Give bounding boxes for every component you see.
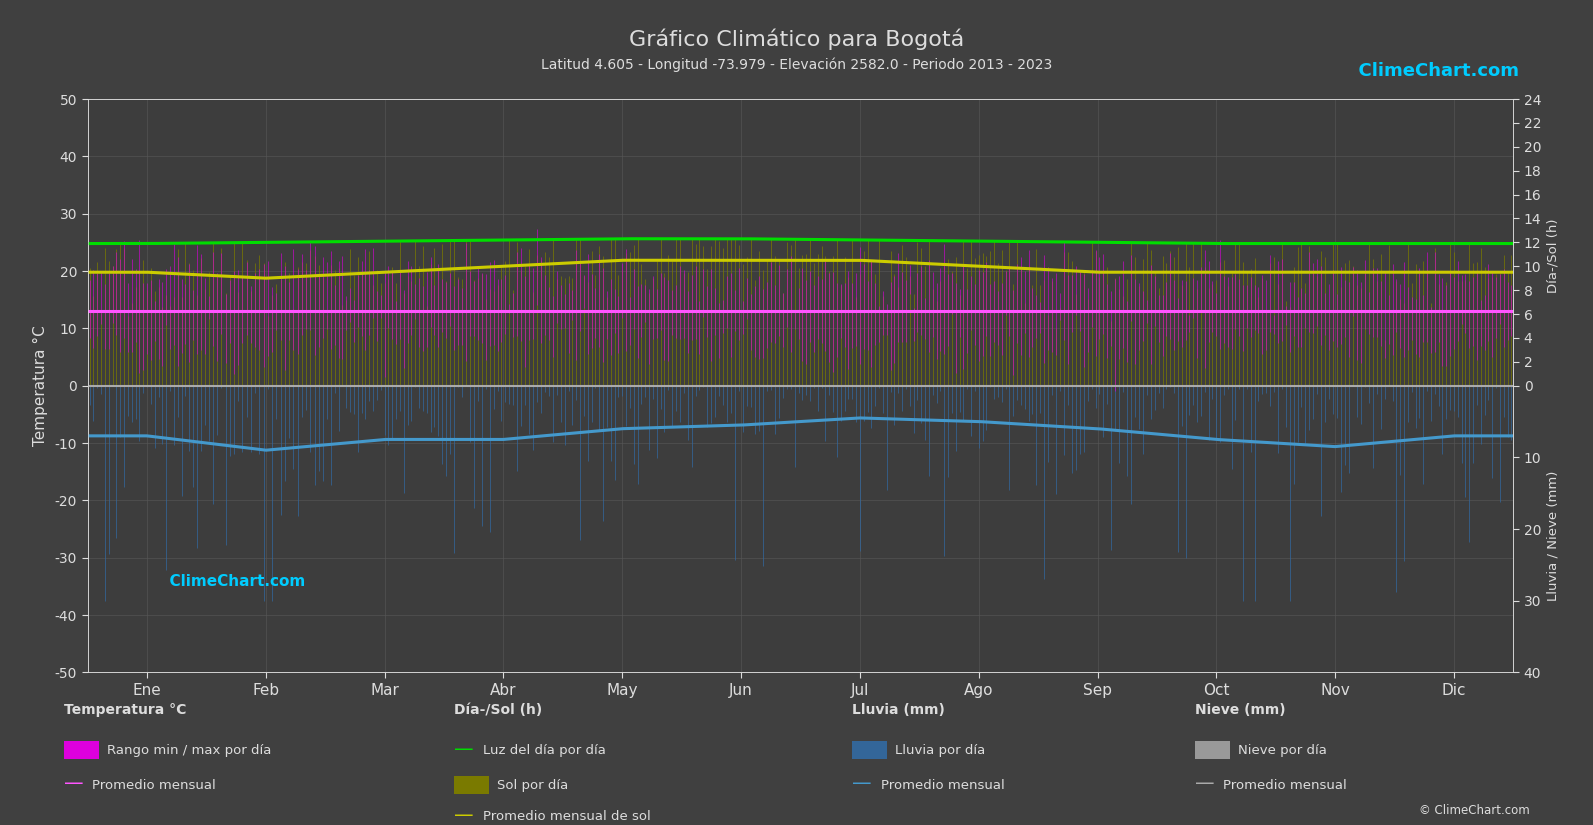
Text: ClimeChart.com: ClimeChart.com xyxy=(1346,62,1520,80)
Text: Promedio mensual de sol: Promedio mensual de sol xyxy=(483,810,650,823)
Text: —: — xyxy=(1195,774,1214,794)
Text: —: — xyxy=(64,774,83,794)
Text: Luz del día por día: Luz del día por día xyxy=(483,744,605,757)
Text: —: — xyxy=(454,739,473,759)
Text: Temperatura °C: Temperatura °C xyxy=(64,703,186,717)
Text: Lluvia (mm): Lluvia (mm) xyxy=(852,703,945,717)
Text: ClimeChart.com: ClimeChart.com xyxy=(159,574,306,589)
Text: Sol por día: Sol por día xyxy=(497,779,569,792)
Text: Rango min / max por día: Rango min / max por día xyxy=(107,744,271,757)
Text: Lluvia / Nieve (mm): Lluvia / Nieve (mm) xyxy=(1547,471,1560,601)
Text: Promedio mensual: Promedio mensual xyxy=(92,779,217,792)
Text: —: — xyxy=(852,774,871,794)
Text: © ClimeChart.com: © ClimeChart.com xyxy=(1418,804,1529,817)
Text: Día-/Sol (h): Día-/Sol (h) xyxy=(1547,219,1560,293)
Text: Lluvia por día: Lluvia por día xyxy=(895,744,986,757)
Text: Nieve (mm): Nieve (mm) xyxy=(1195,703,1286,717)
Text: Nieve por día: Nieve por día xyxy=(1238,744,1327,757)
Text: Gráfico Climático para Bogotá: Gráfico Climático para Bogotá xyxy=(629,29,964,50)
Text: Promedio mensual: Promedio mensual xyxy=(881,779,1005,792)
Text: Promedio mensual: Promedio mensual xyxy=(1223,779,1348,792)
Text: —: — xyxy=(454,805,473,825)
Y-axis label: Temperatura °C: Temperatura °C xyxy=(33,325,48,446)
Text: Latitud 4.605 - Longitud -73.979 - Elevación 2582.0 - Periodo 2013 - 2023: Latitud 4.605 - Longitud -73.979 - Eleva… xyxy=(542,58,1051,73)
Text: Día-/Sol (h): Día-/Sol (h) xyxy=(454,703,542,717)
